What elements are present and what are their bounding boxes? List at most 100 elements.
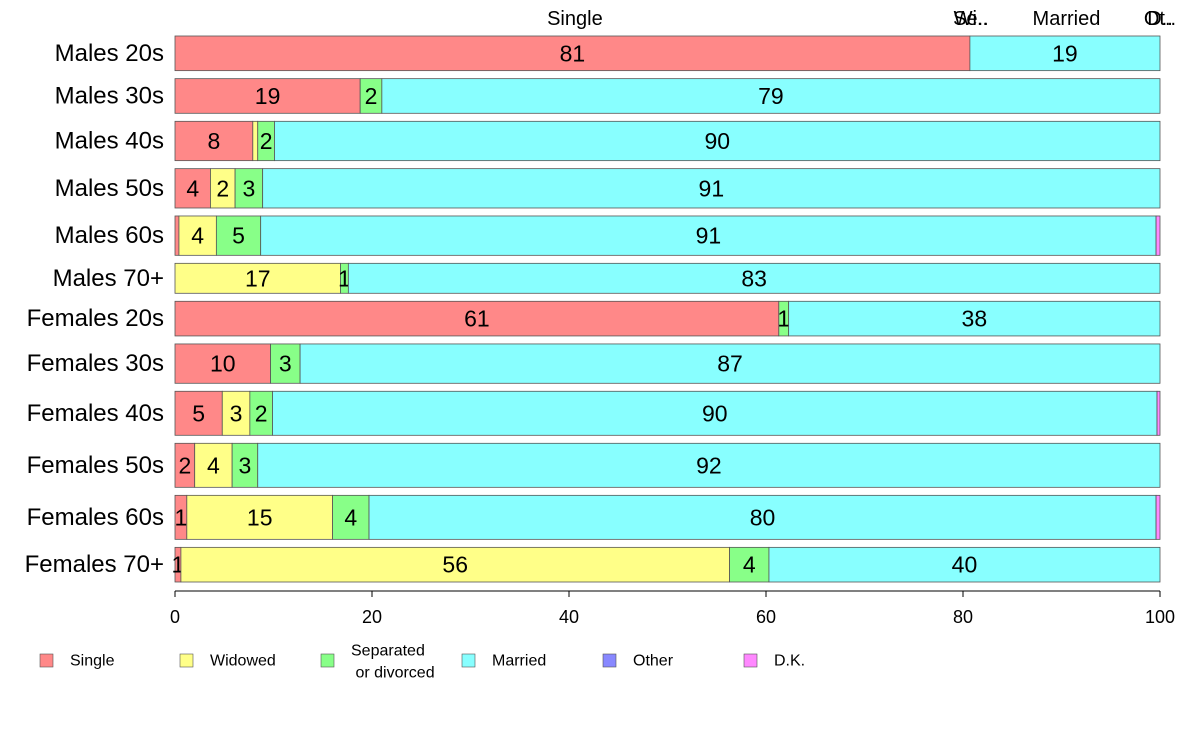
x-tick-label: 20: [362, 607, 382, 627]
row-label: Females 20s: [27, 305, 164, 332]
segment-label: 5: [192, 400, 205, 426]
bar-segment: [1155, 494, 1161, 540]
segment-label: 2: [255, 400, 268, 426]
bar-segment: [174, 215, 180, 256]
bar-segment: [186, 494, 334, 540]
row-label: Males 20s: [55, 40, 164, 67]
top-label: D..: [1147, 8, 1173, 30]
segment-label: 5: [232, 223, 245, 249]
bar-segment: [174, 300, 780, 337]
segment-label: 81: [560, 40, 586, 66]
segment-label: 80: [750, 504, 776, 530]
legend-swatch: [179, 653, 194, 668]
bar-segment: [347, 262, 1161, 294]
segment-label: 91: [696, 223, 722, 249]
legend-swatch: [320, 653, 335, 668]
segment-label: 3: [239, 452, 252, 478]
top-label: Single: [547, 8, 603, 30]
segment-label: 4: [743, 552, 756, 578]
bar-row: 61 1 38: [174, 300, 1161, 337]
top-category-labels: Single Wi..Se.. Married Ot..D..: [547, 8, 1176, 30]
row-labels: Males 20s Males 30s Males 40s Males 50s Male…: [25, 40, 164, 578]
bar-row: 4 5 91: [174, 215, 1161, 256]
segment-label: 2: [260, 128, 273, 154]
bar-row: 8 2 90: [174, 120, 1161, 162]
legend-item: D.K.: [743, 653, 805, 670]
segment-label: 4: [191, 223, 204, 249]
legend-item: Single: [39, 653, 115, 670]
bar-segment: [262, 168, 1161, 209]
segment-label: 15: [247, 504, 273, 530]
segment-label: 40: [952, 552, 978, 578]
bar-row: 5 3 2 90: [174, 390, 1161, 436]
bar-segment: [174, 343, 271, 384]
row-label: Females 30s: [27, 350, 164, 377]
top-label: Married: [1033, 8, 1101, 30]
segment-label: 19: [255, 83, 281, 109]
bar-segment: [260, 215, 1157, 256]
segment-label: 87: [717, 351, 743, 377]
bar-row: 1 56 4 40: [172, 546, 1161, 583]
legend-label: Separated or divorced: [351, 643, 435, 682]
x-tick-label: 60: [756, 607, 776, 627]
bar-segment: [174, 35, 971, 72]
segment-label: 1: [338, 265, 351, 291]
row-label: Males 70+: [53, 265, 164, 292]
segment-label: 90: [702, 400, 728, 426]
segment-label: 91: [699, 175, 725, 201]
x-tick-label: 40: [559, 607, 579, 627]
segment-label: 10: [210, 351, 236, 377]
segment-label: 4: [207, 452, 220, 478]
segment-label: 92: [696, 452, 722, 478]
bar-segment: [788, 300, 1161, 337]
bar-row: 10 3 87: [174, 343, 1161, 384]
bar-segment: [274, 120, 1161, 162]
row-label: Females 60s: [27, 504, 164, 531]
top-label: Wi..: [954, 8, 988, 30]
bar-segment: [174, 120, 254, 162]
x-tick-label: 80: [953, 607, 973, 627]
legend-label: Other: [633, 653, 674, 670]
row-label: Males 60s: [55, 222, 164, 249]
segment-label: 4: [344, 504, 357, 530]
bar-segment: [768, 546, 1161, 583]
segment-label: 61: [464, 306, 490, 332]
segment-label: 4: [186, 175, 199, 201]
bar-segment: [368, 494, 1157, 540]
segment-label: 3: [230, 400, 243, 426]
legend-label: Single: [70, 653, 115, 670]
segment-label: 1: [777, 306, 790, 332]
bar-segment: [180, 546, 730, 583]
bar-segment: [1155, 215, 1161, 256]
x-tick-label: 100: [1145, 607, 1175, 627]
segment-label: 3: [242, 175, 255, 201]
segment-label: 2: [365, 83, 378, 109]
legend-item: Widowed: [179, 653, 276, 670]
legend-label-line: or divorced: [351, 665, 435, 682]
bar-segment: [969, 35, 1161, 72]
x-tick-label: 0: [170, 607, 180, 627]
legend-swatch: [461, 653, 476, 668]
row-label: Females 40s: [27, 400, 164, 427]
legend-item: Separated or divorced: [320, 643, 435, 682]
bar-segment: [729, 546, 770, 583]
segment-label: 79: [758, 83, 784, 109]
row-label: Males 40s: [55, 127, 164, 154]
bar-segment: [1156, 390, 1161, 436]
top-label: Ot..: [1144, 8, 1176, 30]
legend-swatch: [602, 653, 617, 668]
segment-label: 3: [279, 351, 292, 377]
bar-segment: [270, 343, 301, 384]
legend-label: D.K.: [774, 653, 805, 670]
legend-swatch: [743, 653, 758, 668]
x-axis: 0 20 40 60 80 100: [170, 590, 1175, 627]
bar-segment: [210, 168, 236, 209]
row-label: Females 70+: [25, 551, 164, 578]
row-label: Males 50s: [55, 175, 164, 202]
segment-label: 8: [208, 128, 221, 154]
legend: Single Widowed Separated or divorced Marrie…: [39, 643, 805, 682]
legend-item: Other: [602, 653, 674, 670]
bar-segment: [272, 390, 1158, 436]
